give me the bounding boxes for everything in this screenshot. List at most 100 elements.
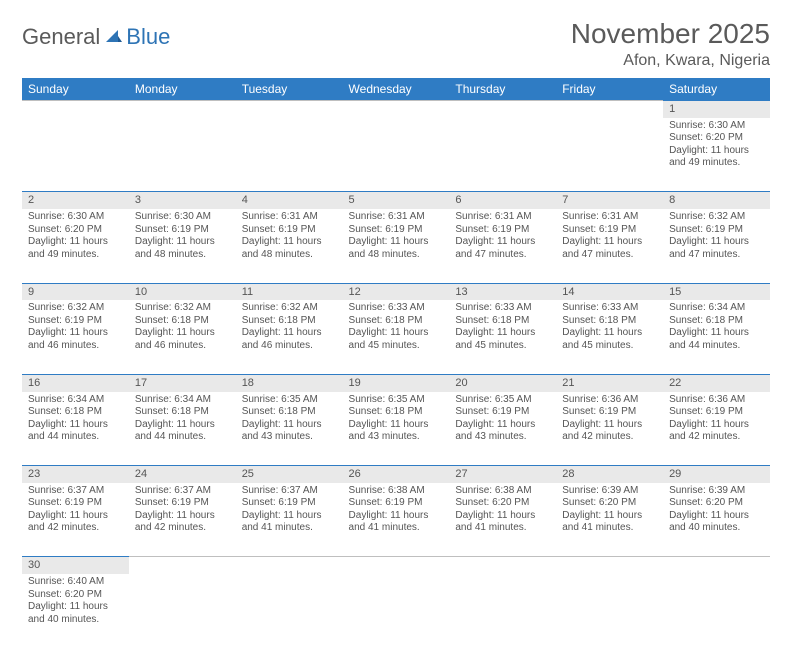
- day-header: Thursday: [449, 78, 556, 101]
- day-info-cell: Sunrise: 6:31 AMSunset: 6:19 PMDaylight:…: [343, 209, 450, 283]
- day-info-cell: Sunrise: 6:31 AMSunset: 6:19 PMDaylight:…: [236, 209, 343, 283]
- day-info-cell: Sunrise: 6:33 AMSunset: 6:18 PMDaylight:…: [449, 300, 556, 374]
- day-number-cell: 30: [22, 557, 129, 574]
- day-number-row: 16171819202122: [22, 374, 770, 391]
- day-number-cell: 14: [556, 283, 663, 300]
- day-number-cell: 20: [449, 374, 556, 391]
- day-number-cell: 9: [22, 283, 129, 300]
- day-number-cell: 5: [343, 192, 450, 209]
- logo-sail-icon: [104, 28, 124, 49]
- day-number-cell: 11: [236, 283, 343, 300]
- day-number-cell: [449, 557, 556, 574]
- day-number-row: 30: [22, 557, 770, 574]
- day-number-cell: 2: [22, 192, 129, 209]
- logo-text-general: General: [22, 24, 100, 50]
- day-info-cell: [449, 118, 556, 192]
- day-number-cell: 16: [22, 374, 129, 391]
- day-info-row: Sunrise: 6:32 AMSunset: 6:19 PMDaylight:…: [22, 300, 770, 374]
- day-number-cell: 17: [129, 374, 236, 391]
- day-number-cell: 27: [449, 466, 556, 483]
- day-number-cell: 19: [343, 374, 450, 391]
- day-info-cell: [663, 574, 770, 648]
- day-number-cell: [236, 101, 343, 118]
- day-number-cell: 24: [129, 466, 236, 483]
- day-number-cell: 1: [663, 101, 770, 118]
- logo-text-blue: Blue: [126, 24, 170, 50]
- day-number-cell: 10: [129, 283, 236, 300]
- day-info-cell: Sunrise: 6:34 AMSunset: 6:18 PMDaylight:…: [663, 300, 770, 374]
- day-info-cell: Sunrise: 6:34 AMSunset: 6:18 PMDaylight:…: [129, 392, 236, 466]
- day-info-row: Sunrise: 6:30 AMSunset: 6:20 PMDaylight:…: [22, 209, 770, 283]
- day-info-cell: Sunrise: 6:30 AMSunset: 6:19 PMDaylight:…: [129, 209, 236, 283]
- day-info-cell: [556, 118, 663, 192]
- day-number-cell: 25: [236, 466, 343, 483]
- day-number-row: 9101112131415: [22, 283, 770, 300]
- day-info-row: Sunrise: 6:40 AMSunset: 6:20 PMDaylight:…: [22, 574, 770, 648]
- day-header: Monday: [129, 78, 236, 101]
- day-number-cell: [343, 557, 450, 574]
- month-title: November 2025: [571, 18, 770, 50]
- day-info-cell: [343, 118, 450, 192]
- day-number-cell: [129, 557, 236, 574]
- day-info-cell: [129, 574, 236, 648]
- day-number-cell: [663, 557, 770, 574]
- day-info-cell: Sunrise: 6:39 AMSunset: 6:20 PMDaylight:…: [663, 483, 770, 557]
- day-info-cell: Sunrise: 6:34 AMSunset: 6:18 PMDaylight:…: [22, 392, 129, 466]
- day-info-cell: Sunrise: 6:37 AMSunset: 6:19 PMDaylight:…: [22, 483, 129, 557]
- day-number-row: 2345678: [22, 192, 770, 209]
- title-block: November 2025 Afon, Kwara, Nigeria: [571, 18, 770, 70]
- day-number-cell: [22, 101, 129, 118]
- day-number-cell: 29: [663, 466, 770, 483]
- day-info-cell: [556, 574, 663, 648]
- day-number-cell: 6: [449, 192, 556, 209]
- day-info-cell: Sunrise: 6:35 AMSunset: 6:19 PMDaylight:…: [449, 392, 556, 466]
- day-number-cell: 3: [129, 192, 236, 209]
- day-info-cell: Sunrise: 6:40 AMSunset: 6:20 PMDaylight:…: [22, 574, 129, 648]
- day-number-cell: 4: [236, 192, 343, 209]
- day-info-cell: [449, 574, 556, 648]
- day-info-cell: Sunrise: 6:30 AMSunset: 6:20 PMDaylight:…: [663, 118, 770, 192]
- day-header: Tuesday: [236, 78, 343, 101]
- day-number-cell: 23: [22, 466, 129, 483]
- day-info-cell: Sunrise: 6:36 AMSunset: 6:19 PMDaylight:…: [556, 392, 663, 466]
- day-info-cell: Sunrise: 6:31 AMSunset: 6:19 PMDaylight:…: [556, 209, 663, 283]
- day-info-cell: Sunrise: 6:30 AMSunset: 6:20 PMDaylight:…: [22, 209, 129, 283]
- day-info-cell: Sunrise: 6:38 AMSunset: 6:20 PMDaylight:…: [449, 483, 556, 557]
- day-number-row: 23242526272829: [22, 466, 770, 483]
- day-info-cell: [129, 118, 236, 192]
- day-info-cell: [22, 118, 129, 192]
- day-info-cell: Sunrise: 6:38 AMSunset: 6:19 PMDaylight:…: [343, 483, 450, 557]
- day-number-cell: 12: [343, 283, 450, 300]
- day-info-cell: Sunrise: 6:33 AMSunset: 6:18 PMDaylight:…: [556, 300, 663, 374]
- day-number-cell: 13: [449, 283, 556, 300]
- day-info-cell: Sunrise: 6:32 AMSunset: 6:18 PMDaylight:…: [129, 300, 236, 374]
- location-text: Afon, Kwara, Nigeria: [571, 52, 770, 70]
- header-row: General Blue November 2025 Afon, Kwara, …: [22, 18, 770, 70]
- day-number-cell: 8: [663, 192, 770, 209]
- day-info-cell: Sunrise: 6:37 AMSunset: 6:19 PMDaylight:…: [236, 483, 343, 557]
- day-number-cell: 21: [556, 374, 663, 391]
- day-info-cell: [343, 574, 450, 648]
- day-info-row: Sunrise: 6:34 AMSunset: 6:18 PMDaylight:…: [22, 392, 770, 466]
- day-number-cell: [449, 101, 556, 118]
- day-info-row: Sunrise: 6:37 AMSunset: 6:19 PMDaylight:…: [22, 483, 770, 557]
- day-number-cell: 26: [343, 466, 450, 483]
- day-header: Saturday: [663, 78, 770, 101]
- day-info-cell: Sunrise: 6:32 AMSunset: 6:19 PMDaylight:…: [663, 209, 770, 283]
- logo: General Blue: [22, 18, 170, 50]
- day-number-cell: 18: [236, 374, 343, 391]
- day-info-cell: Sunrise: 6:39 AMSunset: 6:20 PMDaylight:…: [556, 483, 663, 557]
- day-info-cell: Sunrise: 6:33 AMSunset: 6:18 PMDaylight:…: [343, 300, 450, 374]
- day-info-cell: Sunrise: 6:32 AMSunset: 6:18 PMDaylight:…: [236, 300, 343, 374]
- day-info-cell: Sunrise: 6:36 AMSunset: 6:19 PMDaylight:…: [663, 392, 770, 466]
- day-number-cell: [129, 101, 236, 118]
- day-info-cell: Sunrise: 6:32 AMSunset: 6:19 PMDaylight:…: [22, 300, 129, 374]
- day-info-cell: [236, 574, 343, 648]
- day-number-cell: [556, 101, 663, 118]
- day-info-row: Sunrise: 6:30 AMSunset: 6:20 PMDaylight:…: [22, 118, 770, 192]
- day-header-row: SundayMondayTuesdayWednesdayThursdayFrid…: [22, 78, 770, 101]
- day-number-cell: [343, 101, 450, 118]
- day-number-cell: [556, 557, 663, 574]
- day-number-cell: 15: [663, 283, 770, 300]
- calendar-table: SundayMondayTuesdayWednesdayThursdayFrid…: [22, 78, 770, 648]
